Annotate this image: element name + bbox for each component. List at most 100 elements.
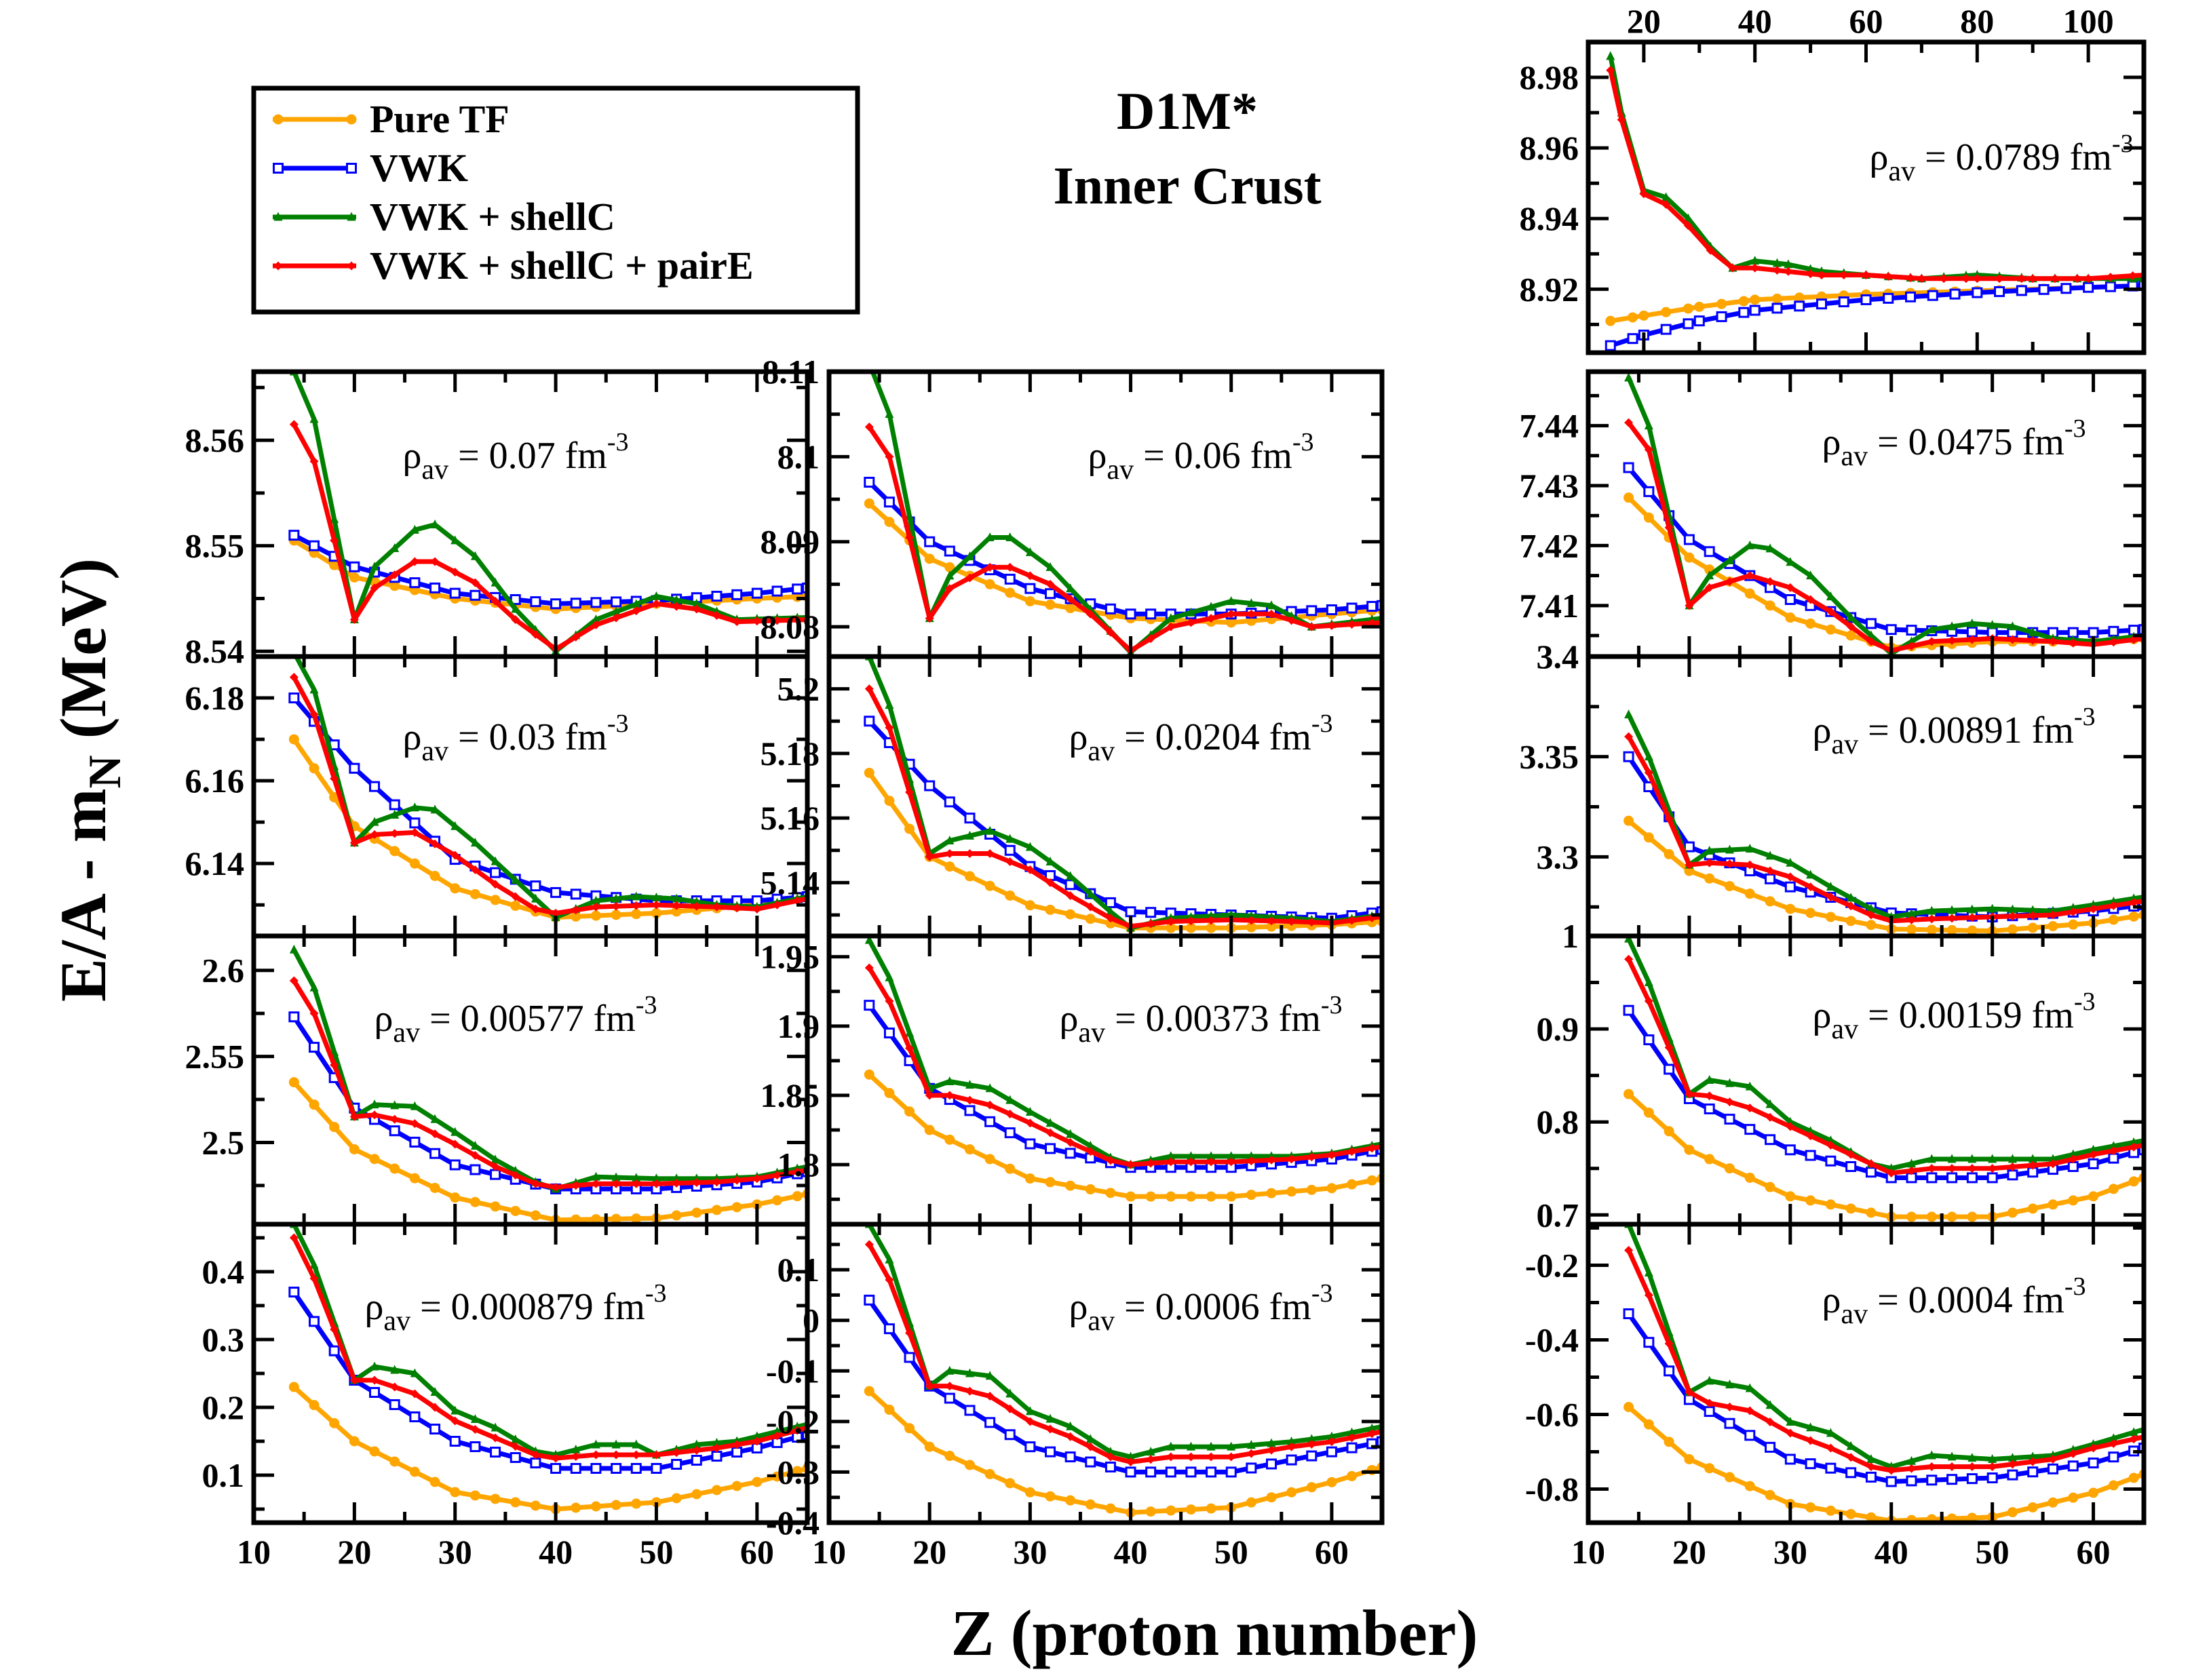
data-point-vwk: [1784, 594, 1796, 605]
data-point-vwk-shellc: [945, 835, 955, 844]
data-point-pure-tf: [1765, 896, 1775, 907]
data-point-vwk-shellc: [1025, 547, 1035, 556]
y-tick-label: -0.8: [1525, 1470, 1579, 1508]
data-point-vwk-shellc-paire: [591, 902, 600, 912]
data-point-vwk-shellc: [611, 606, 621, 616]
data-point-vwk: [2108, 1451, 2119, 1463]
data-point-vwk-shellc: [1227, 1151, 1236, 1160]
data-point-vwk: [1206, 1466, 1217, 1478]
data-point-vwk: [883, 496, 895, 508]
data-point-pure-tf: [1785, 1191, 1796, 1202]
data-point-vwk-shellc-paire: [1839, 271, 1849, 279]
data-point-vwk-shellc-paire: [1644, 768, 1653, 777]
data-point-vwk-shellc-paire: [470, 1151, 480, 1160]
data-point-vwk-shellc: [591, 895, 600, 905]
data-point-pure-tf: [1771, 293, 1782, 304]
data-point-vwk-shellc-paire: [772, 900, 782, 910]
data-point-vwk-shellc-paire: [712, 902, 721, 912]
data-point-vwk-shellc-paire: [2048, 1455, 2058, 1464]
data-point-pure-tf: [631, 1498, 642, 1509]
data-point-vwk-shellc: [2129, 1137, 2138, 1146]
data-point-vwk-shellc: [1988, 903, 1997, 913]
data-point-vwk: [1064, 1451, 1076, 1463]
data-point-vwk-shellc: [309, 414, 319, 423]
data-point-pure-tf: [1643, 1107, 1654, 1118]
y-tick-label: 8.1: [777, 437, 820, 475]
data-point-vwk-shellc-paire: [2008, 1460, 2017, 1469]
data-point-vwk: [1825, 1462, 1837, 1474]
legend-label: VWK + shellC: [370, 195, 615, 239]
panel-label-p07: ρav = 0.07 fm-3: [402, 428, 628, 486]
data-point-vwk-shellc: [1146, 1447, 1155, 1456]
data-point-vwk-shellc-paire: [925, 852, 934, 861]
data-point-vwk-shellc-paire: [1705, 1091, 1714, 1101]
data-point-vwk: [1246, 1462, 1257, 1474]
data-point-vwk-shellc: [289, 944, 299, 954]
data-point-pure-tf: [1206, 1503, 1216, 1514]
data-point-vwk-shellc: [1287, 1437, 1296, 1446]
data-point-pure-tf: [1105, 1503, 1116, 1514]
data-point-vwk: [530, 1458, 541, 1468]
data-point-vwk-shellc-paire: [289, 673, 299, 682]
data-point-vwk-shellc: [1806, 1422, 1816, 1432]
data-point-vwk-shellc-paire: [1206, 1157, 1216, 1167]
data-point-vwk: [1883, 292, 1894, 304]
data-point-vwk-shellc-paire: [611, 1450, 621, 1460]
data-point-vwk-shellc-paire: [1106, 627, 1115, 637]
data-point-vwk-shellc-paire: [1146, 1158, 1155, 1168]
data-point-vwk: [984, 1116, 996, 1127]
data-point-vwk-shellc-paire: [985, 1392, 995, 1401]
data-point-vwk-shellc-paire: [1367, 1144, 1377, 1153]
data-point-pure-tf: [671, 1210, 682, 1221]
data-point-vwk-shellc: [2028, 627, 2037, 637]
x-tick-label: 40: [1114, 1533, 1148, 1571]
data-point-vwk-shellc-paire: [792, 1426, 802, 1435]
data-point-vwk: [651, 1463, 662, 1474]
y-tick-label: -0.4: [1525, 1321, 1579, 1359]
data-point-vwk-shellc-paire: [1967, 1462, 1977, 1471]
data-point-vwk: [1185, 1466, 1197, 1478]
data-point-vwk-shellc: [1705, 570, 1714, 580]
data-point-vwk-shellc-paire: [1947, 1164, 1957, 1173]
data-point-vwk-shellc-paire: [309, 1009, 319, 1018]
data-point-vwk-shellc-paire: [965, 1386, 974, 1396]
data-point-vwk: [469, 1164, 481, 1175]
data-point-vwk-shellc-paire: [1866, 910, 1876, 920]
data-point-pure-tf: [1266, 1492, 1277, 1503]
data-point-vwk: [2088, 1458, 2099, 1468]
panel-p00159: 0.7 0.8 0.9 1 ρav = 0.00159 fm-3: [1537, 917, 2147, 1234]
data-point-vwk-shellc: [945, 570, 955, 580]
y-tick-label: 8.08: [761, 608, 820, 646]
data-point-vwk-shellc: [1765, 543, 1775, 553]
data-point-vwk-shellc-paire: [2106, 273, 2115, 282]
data-point-vwk-shellc: [1765, 1099, 1775, 1108]
data-point-vwk-shellc: [390, 809, 400, 819]
data-point-pure-tf: [924, 1125, 935, 1135]
y-tick-label: 0.8: [1537, 1103, 1579, 1141]
panel-p00577: 2.5 2.55 2.6 ρav = 0.00577 fm-3: [185, 933, 810, 1227]
data-point-vwk-shellc: [1045, 562, 1055, 571]
data-point-pure-tf: [288, 1382, 299, 1392]
data-point-pure-tf: [1683, 303, 1693, 314]
data-point-vwk-shellc-paire: [1917, 274, 1926, 284]
data-point-vwk-shellc-paire: [1806, 595, 1816, 604]
data-point-vwk-shellc-paire: [965, 1095, 974, 1105]
data-point-pure-tf: [1664, 1126, 1674, 1137]
data-point-vwk-shellc-paire: [925, 614, 934, 623]
data-point-vwk-shellc: [1267, 1438, 1276, 1447]
x-tick-label: 10: [1571, 1533, 1605, 1571]
data-point-vwk: [1085, 1456, 1096, 1468]
legend-box: [251, 85, 860, 315]
panel-label-p000879: ρav = 0.000879 fm-3: [364, 1279, 666, 1337]
data-point-pure-tf: [1347, 1179, 1358, 1190]
data-point-vwk-shellc-paire: [1786, 872, 1795, 882]
data-point-pure-tf: [904, 1423, 915, 1434]
data-point-pure-tf: [409, 1173, 420, 1184]
data-point-vwk-shellc: [1907, 909, 1917, 918]
data-point-vwk-shellc: [1786, 1417, 1795, 1426]
data-point-pure-tf: [731, 1202, 742, 1213]
data-point-vwk-shellc-paire: [1307, 918, 1316, 927]
data-point-vwk-shellc: [1066, 871, 1075, 880]
data-point-vwk: [1784, 1144, 1796, 1156]
data-point-vwk: [409, 1136, 421, 1148]
